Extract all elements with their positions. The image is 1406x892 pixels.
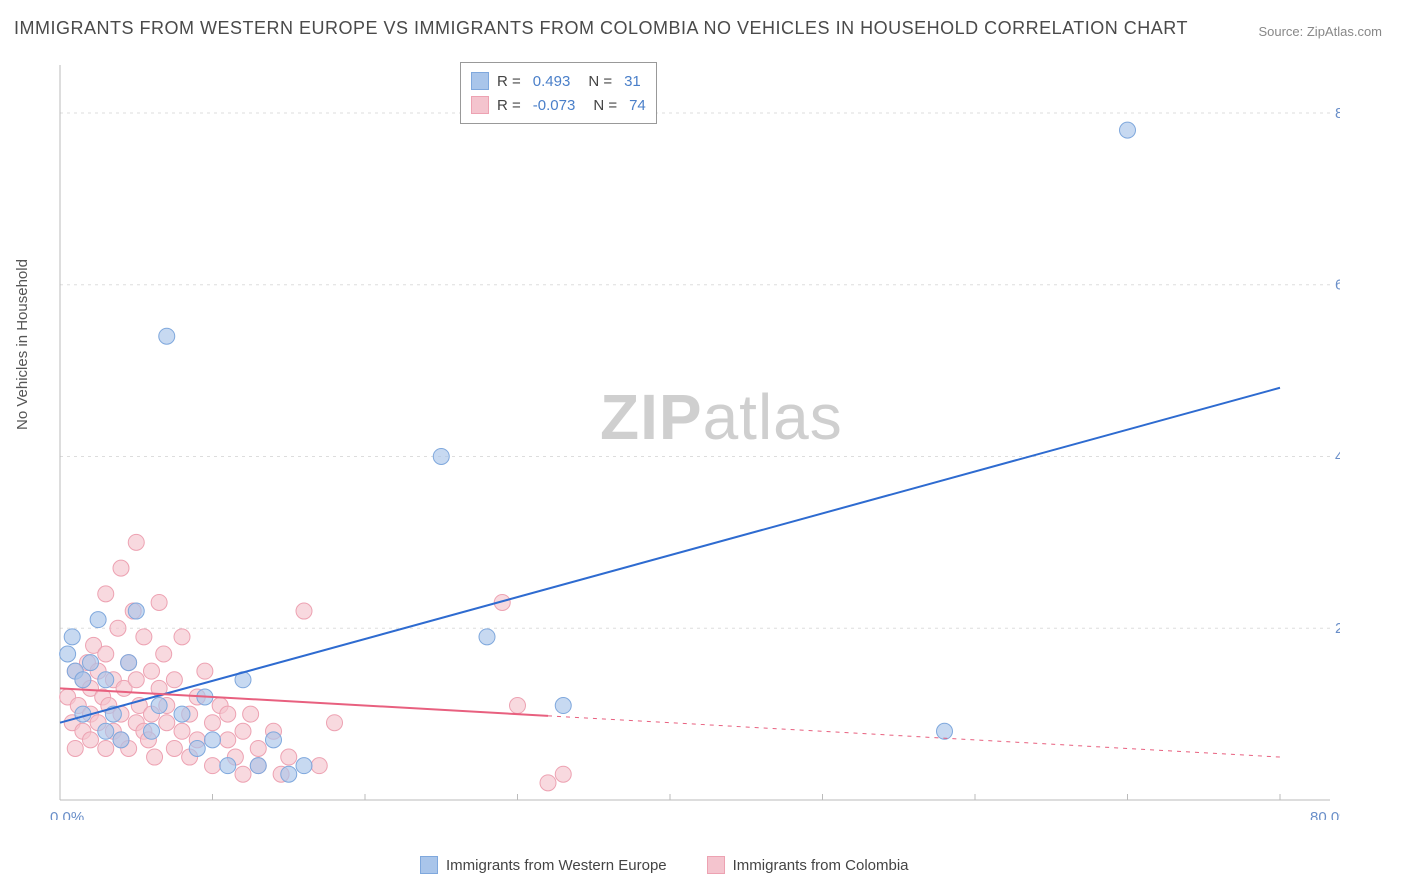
swatch-colombia-icon [707,856,725,874]
svg-text:40.0%: 40.0% [1335,448,1340,465]
source-attribution: Source: ZipAtlas.com [1258,24,1382,39]
legend-item-western-europe: Immigrants from Western Europe [420,856,667,874]
n-label: N = [593,97,617,114]
y-axis-label: No Vehicles in Household [14,259,31,430]
svg-text:80.0%: 80.0% [1310,809,1340,820]
swatch-western-europe [471,72,489,90]
scatter-svg: 20.0% 40.0% 60.0% 80.0% 0.0% 80.0% [50,60,1340,820]
chart-plot-area: 20.0% 40.0% 60.0% 80.0% 0.0% 80.0% [50,60,1340,820]
swatch-colombia [471,96,489,114]
legend-label-we: Immigrants from Western Europe [446,857,667,874]
r-label: R = [497,97,521,114]
r-value-co: -0.073 [533,97,576,114]
svg-text:80.0%: 80.0% [1335,105,1340,122]
stats-row-colombia: R = -0.073 N = 74 [471,93,646,117]
n-value-co: 74 [629,97,646,114]
chart-title: IMMIGRANTS FROM WESTERN EUROPE VS IMMIGR… [14,18,1188,39]
r-value-we: 0.493 [533,73,571,90]
swatch-western-europe-icon [420,856,438,874]
bottom-legend: Immigrants from Western Europe Immigrant… [420,856,909,874]
legend-label-co: Immigrants from Colombia [733,857,909,874]
r-label: R = [497,73,521,90]
svg-text:20.0%: 20.0% [1335,620,1340,637]
svg-text:60.0%: 60.0% [1335,277,1340,294]
legend-item-colombia: Immigrants from Colombia [707,856,909,874]
stats-legend-box: R = 0.493 N = 31 R = -0.073 N = 74 [460,62,657,124]
svg-text:0.0%: 0.0% [50,809,84,820]
n-value-we: 31 [624,73,641,90]
n-label: N = [588,73,612,90]
stats-row-western-europe: R = 0.493 N = 31 [471,69,646,93]
